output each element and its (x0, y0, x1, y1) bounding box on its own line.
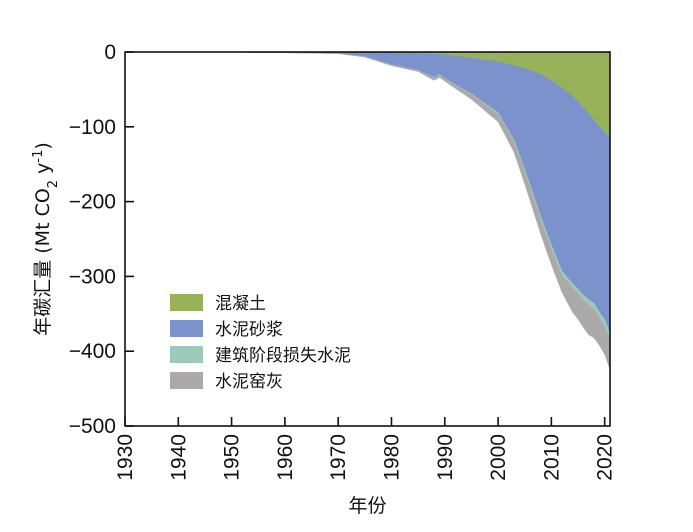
x-axis-title: 年份 (348, 495, 386, 517)
y-axis-title-end: ) (32, 142, 54, 149)
y-tick-label: −400 (69, 340, 116, 363)
x-tick-label: 2010 (540, 434, 563, 481)
y-axis-title-sup: -1 (31, 150, 46, 163)
legend-swatch (170, 294, 203, 311)
y-tick-label: −500 (69, 415, 116, 438)
y-axis-title-mid: y (32, 163, 54, 180)
y-axis-title: 年碳汇量 (Mt CO2 y-1) (31, 142, 61, 336)
y-tick-label: −100 (69, 116, 116, 139)
legend-label: 水泥窑灰 (215, 372, 283, 392)
area-series-2 (247, 51, 611, 335)
x-tick-label: 2000 (487, 434, 510, 481)
x-tick-label: 1930 (114, 434, 137, 481)
x-axis: 1930 1940 1950 1960 1970 1980 1990 2000 2010 2020 (114, 417, 617, 481)
y-tick-label: 0 (104, 41, 116, 64)
legend-label: 建筑阶段损失水泥 (215, 346, 351, 366)
y-tick-label: −200 (69, 191, 116, 214)
x-tick-label: 1950 (221, 434, 244, 481)
x-tick-label: 1960 (274, 434, 297, 481)
x-tick-label: 1970 (327, 434, 350, 481)
series-areas (247, 51, 611, 370)
plot-frame (124, 51, 611, 427)
x-tick-label: 1940 (167, 434, 190, 481)
y-tick-label: −300 (69, 265, 116, 288)
legend-swatch (170, 346, 203, 363)
x-tick-label: 2020 (594, 434, 617, 481)
legend-swatch (170, 320, 203, 337)
y-axis-title-main: 年碳汇量 (Mt CO (32, 188, 54, 336)
x-tick-label: 1980 (380, 434, 403, 481)
legend-label: 混凝土 (215, 294, 266, 314)
legend-swatch (170, 372, 203, 389)
x-tick-label: 1990 (434, 434, 457, 481)
y-axis: 0 −100 −200 −300 −400 −500 (69, 41, 134, 438)
legend-label: 水泥砂浆 (215, 320, 283, 340)
y-axis-title-sub: 2 (46, 180, 61, 188)
